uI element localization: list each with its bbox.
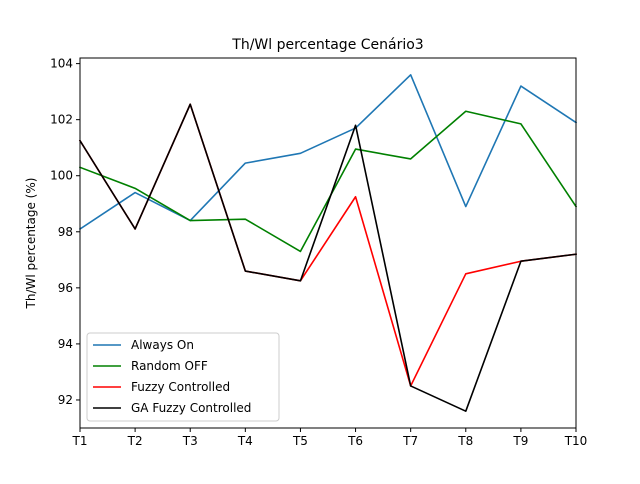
y-tick-label: 96 xyxy=(58,281,73,295)
legend-label: Fuzzy Controlled xyxy=(131,380,230,394)
chart-title: Th/Wl percentage Cenário3 xyxy=(231,37,423,53)
x-axis: T1 T2 T3 T4 T5 T6 T7 T8 T9 T10 xyxy=(72,428,588,448)
plot-frame xyxy=(79,57,577,429)
x-tick-label: T1 xyxy=(72,434,88,448)
x-tick-label: T2 xyxy=(127,434,143,448)
legend-box xyxy=(86,332,280,422)
series-line-0 xyxy=(78,74,578,231)
x-tick-label: T9 xyxy=(512,434,528,448)
series-line-3 xyxy=(78,103,577,412)
y-axis: 92 94 96 98 100 102 104 xyxy=(50,57,80,407)
y-tick-label: 92 xyxy=(58,393,73,407)
x-tick-label: T8 xyxy=(457,434,473,448)
x-tick-label: T7 xyxy=(402,434,418,448)
y-tick-label: 104 xyxy=(50,57,73,71)
x-tick-label: T10 xyxy=(564,434,588,448)
y-axis-label: Th/Wl percentage (%) xyxy=(24,178,38,310)
y-tick-label: 100 xyxy=(50,169,73,183)
legend: Always On Random OFF Fuzzy Controlled GA Fu… xyxy=(86,332,280,422)
legend-label: Random OFF xyxy=(131,359,208,373)
series-layer xyxy=(78,74,578,412)
x-tick-label: T3 xyxy=(182,434,198,448)
x-tick-label: T6 xyxy=(347,434,363,448)
series-line-1 xyxy=(78,110,578,253)
y-tick-label: 98 xyxy=(58,225,73,239)
y-tick-label: 102 xyxy=(50,113,73,127)
x-tick-label: T5 xyxy=(292,434,308,448)
legend-label: GA Fuzzy Controlled xyxy=(131,401,251,415)
legend-label: Always On xyxy=(131,338,194,352)
y-tick-label: 94 xyxy=(58,337,73,351)
x-tick-label: T4 xyxy=(237,434,253,448)
